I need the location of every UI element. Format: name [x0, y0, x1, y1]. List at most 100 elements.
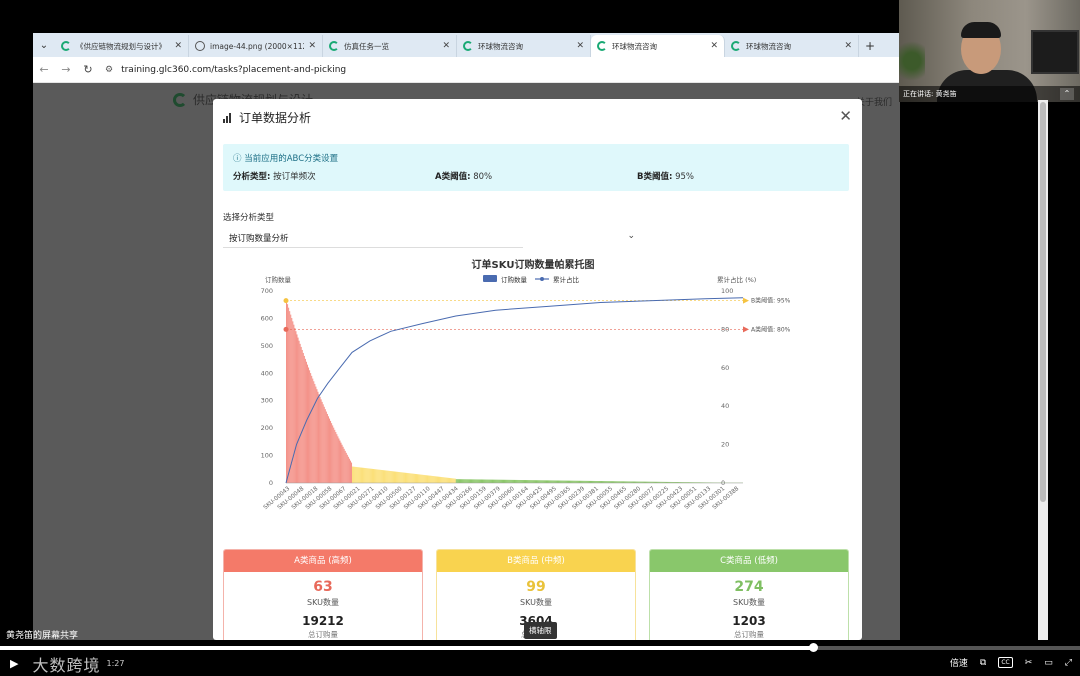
forward-icon[interactable]: →: [55, 63, 77, 76]
b-threshold-label: B类阈值:: [637, 172, 672, 182]
pareto-bar: [452, 478, 453, 483]
pareto-bar: [299, 341, 300, 483]
pareto-bar: [507, 480, 508, 483]
scrollbar-thumb[interactable]: [1040, 102, 1046, 502]
pareto-bar: [461, 479, 462, 483]
site-favicon-icon: [463, 41, 473, 51]
pareto-bar: [476, 479, 477, 483]
pareto-bar: [480, 479, 481, 483]
y-tick-label: 200: [261, 424, 273, 432]
pareto-bar: [588, 481, 589, 483]
card-sku-label: SKU数量: [224, 597, 422, 608]
pareto-bar: [543, 480, 544, 483]
tab-close-icon[interactable]: ✕: [844, 41, 852, 51]
mini-player-icon[interactable]: ▭: [1044, 658, 1053, 668]
video-progress-bar[interactable]: [0, 646, 1080, 650]
order-analysis-dialog: 订单数据分析 ✕ ⓘ 当前应用的ABC分类设置 分析类型: 按订单频次 A类阈值…: [213, 99, 862, 640]
play-icon[interactable]: ▶: [10, 657, 18, 670]
pareto-bar: [401, 472, 402, 483]
pareto-bar: [463, 479, 464, 483]
tab-strip: 《供应链物流规划与设计》✕image-44.png (2000×1125)✕仿真…: [55, 35, 859, 57]
tab-close-icon[interactable]: ✕: [442, 41, 450, 51]
chevron-down-icon[interactable]: ⌄: [627, 231, 635, 241]
tab-title: 仿真任务一览: [344, 41, 438, 52]
site-favicon-icon: [61, 41, 71, 51]
pareto-bar: [334, 430, 335, 483]
pareto-bar: [515, 480, 516, 483]
y-tick-label: 700: [261, 287, 273, 295]
tab-close-icon[interactable]: ✕: [308, 41, 316, 51]
pareto-bar: [574, 481, 575, 483]
pareto-bar: [442, 477, 443, 483]
pareto-bar: [502, 480, 503, 483]
pareto-bar: [327, 414, 328, 483]
tab-close-icon[interactable]: ✕: [710, 41, 718, 51]
legend-bar-label: 订购数量: [501, 275, 528, 284]
pareto-bar: [527, 480, 528, 483]
browser-tab[interactable]: 《供应链物流规划与设计》✕: [55, 35, 189, 57]
pareto-bar: [296, 334, 297, 483]
pareto-bar: [405, 473, 406, 483]
pareto-bar: [379, 470, 380, 483]
pareto-bar: [309, 370, 310, 483]
pareto-bar: [549, 480, 550, 483]
scissors-icon[interactable]: ✂: [1025, 658, 1033, 668]
pareto-bar: [584, 481, 585, 483]
pareto-bar: [440, 477, 441, 483]
new-tab-button[interactable]: +: [859, 35, 881, 57]
analysis-type-select[interactable]: 按订购数量分析 ⌄: [223, 229, 523, 248]
pareto-bar: [450, 478, 451, 483]
browser-tab[interactable]: 仿真任务一览 ✕: [323, 35, 457, 57]
pareto-bar: [363, 468, 364, 483]
card-total-qty: 19212: [224, 614, 422, 628]
site-settings-icon[interactable]: ⚙: [105, 65, 113, 75]
captions-button[interactable]: CC: [998, 657, 1012, 668]
pip-icon[interactable]: ⧉: [980, 658, 986, 668]
close-button[interactable]: ✕: [839, 107, 852, 125]
video-progress-handle[interactable]: [809, 643, 818, 652]
pareto-bar: [301, 347, 302, 483]
pareto-bar: [566, 481, 567, 483]
tab-search-button[interactable]: ⌄: [33, 33, 55, 57]
pareto-bar: [484, 480, 485, 483]
browser-tab[interactable]: 环球物流咨询✕: [725, 35, 859, 57]
pareto-bar: [417, 474, 418, 483]
url-field[interactable]: training.glc360.com/tasks?placement-and-…: [121, 65, 346, 75]
pareto-bar: [407, 473, 408, 483]
pareto-bar: [505, 480, 506, 483]
webcam-monitor: [1031, 30, 1079, 74]
collapse-caret-icon[interactable]: ⌃: [1060, 88, 1074, 100]
card-qty-label: 总订购量: [650, 629, 848, 640]
card-sku-count: 274: [650, 579, 848, 595]
page-scrollbar[interactable]: [1038, 100, 1048, 640]
fullscreen-icon[interactable]: ⤢: [1065, 658, 1072, 668]
browser-tab[interactable]: image-44.png (2000×1125)✕: [189, 35, 323, 57]
browser-tab[interactable]: 环球物流咨询✕: [591, 35, 725, 57]
back-icon[interactable]: ←: [33, 63, 55, 76]
browser-tab[interactable]: 环球物流咨询✕: [457, 35, 591, 57]
pareto-bar: [352, 467, 353, 483]
pareto-bar: [394, 471, 395, 483]
pareto-bar: [512, 480, 513, 483]
reload-icon[interactable]: ↻: [77, 63, 99, 76]
tab-close-icon[interactable]: ✕: [576, 41, 584, 51]
video-controls: ▶ 大数跨境 1:27 倍速 ⧉ CC ✂ ▭ ⤢: [0, 652, 1080, 675]
pareto-bar: [546, 480, 547, 483]
pareto-bar: [346, 453, 347, 483]
pareto-bar: [448, 478, 449, 483]
pareto-bar: [578, 481, 579, 483]
pareto-bar: [491, 480, 492, 483]
pareto-bar: [330, 421, 331, 483]
pareto-bar: [293, 325, 294, 483]
pareto-bar: [500, 480, 501, 483]
pareto-bar: [367, 468, 368, 483]
pareto-bar: [581, 481, 582, 483]
pareto-bar: [513, 480, 514, 483]
y2-tick-label: 100: [721, 287, 733, 295]
pareto-bar: [532, 480, 533, 483]
tab-close-icon[interactable]: ✕: [174, 41, 182, 51]
pareto-bar: [331, 423, 332, 483]
pareto-bar: [454, 479, 455, 483]
pareto-bar: [422, 475, 423, 483]
speed-button[interactable]: 倍速: [950, 656, 968, 669]
